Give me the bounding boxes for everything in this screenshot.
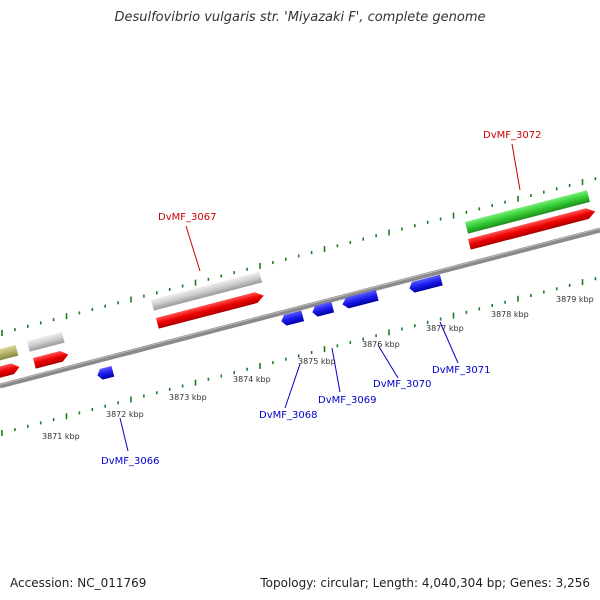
scale-label: 3879 kbp bbox=[556, 295, 594, 304]
cds-red-partial bbox=[0, 363, 20, 380]
scale-label: 3874 kbp bbox=[233, 375, 271, 384]
scale-label: 3873 kbp bbox=[169, 393, 207, 402]
genome-summary-label: Topology: circular; Length: 4,040,304 bp… bbox=[260, 576, 590, 590]
leader-line-3072 bbox=[511, 143, 521, 191]
leader-line-3071 bbox=[439, 321, 459, 364]
scale-label: 3872 kbp bbox=[106, 410, 144, 419]
leader-line-3067 bbox=[185, 225, 201, 272]
leader-line-3070 bbox=[377, 344, 399, 379]
leader-line-3068 bbox=[284, 363, 301, 409]
leader-line-3069 bbox=[331, 347, 341, 393]
accession-label: Accession: NC_011769 bbox=[10, 576, 147, 590]
cds-blue-3066 bbox=[97, 365, 115, 380]
cds-red-small bbox=[33, 350, 69, 369]
leader-line-3066 bbox=[119, 417, 129, 452]
feature-green-3072 bbox=[465, 190, 590, 234]
scale-ticks-bottom bbox=[1, 277, 597, 436]
cds-red-3067 bbox=[156, 292, 264, 329]
scale-label: 3878 kbp bbox=[491, 310, 529, 319]
feature-grey-small bbox=[27, 331, 65, 352]
cds-blue-3069 bbox=[312, 301, 335, 317]
map-title: Desulfovibrio vulgaris str. 'Miyazaki F'… bbox=[114, 10, 486, 25]
scale-label: 3875 kbp bbox=[298, 357, 336, 366]
gene-label-dvmf-3070: DvMF_3070 bbox=[373, 379, 431, 390]
scale-ticks-top bbox=[1, 177, 597, 336]
gene-label-dvmf-3071: DvMF_3071 bbox=[432, 365, 490, 376]
scale-label: 3876 kbp bbox=[362, 340, 400, 349]
cds-blue-3070 bbox=[342, 289, 379, 309]
gene-label-dvmf-3067: DvMF_3067 bbox=[158, 212, 216, 223]
feature-olive-partial bbox=[0, 344, 19, 363]
scale-label: 3871 kbp bbox=[42, 432, 80, 441]
gene-label-dvmf-3068: DvMF_3068 bbox=[259, 410, 317, 421]
gene-label-dvmf-3066: DvMF_3066 bbox=[101, 456, 159, 467]
cds-red-3072 bbox=[468, 208, 596, 250]
genome-backbone bbox=[0, 227, 600, 389]
scale-label: 3877 kbp bbox=[426, 324, 464, 333]
gene-label-dvmf-3069: DvMF_3069 bbox=[318, 395, 376, 406]
cds-blue-3068 bbox=[281, 310, 305, 326]
gene-label-dvmf-3072: DvMF_3072 bbox=[483, 130, 541, 141]
genome-backbone-highlight bbox=[0, 228, 600, 385]
feature-grey-3067 bbox=[151, 271, 263, 311]
cds-blue-3071 bbox=[409, 274, 443, 293]
